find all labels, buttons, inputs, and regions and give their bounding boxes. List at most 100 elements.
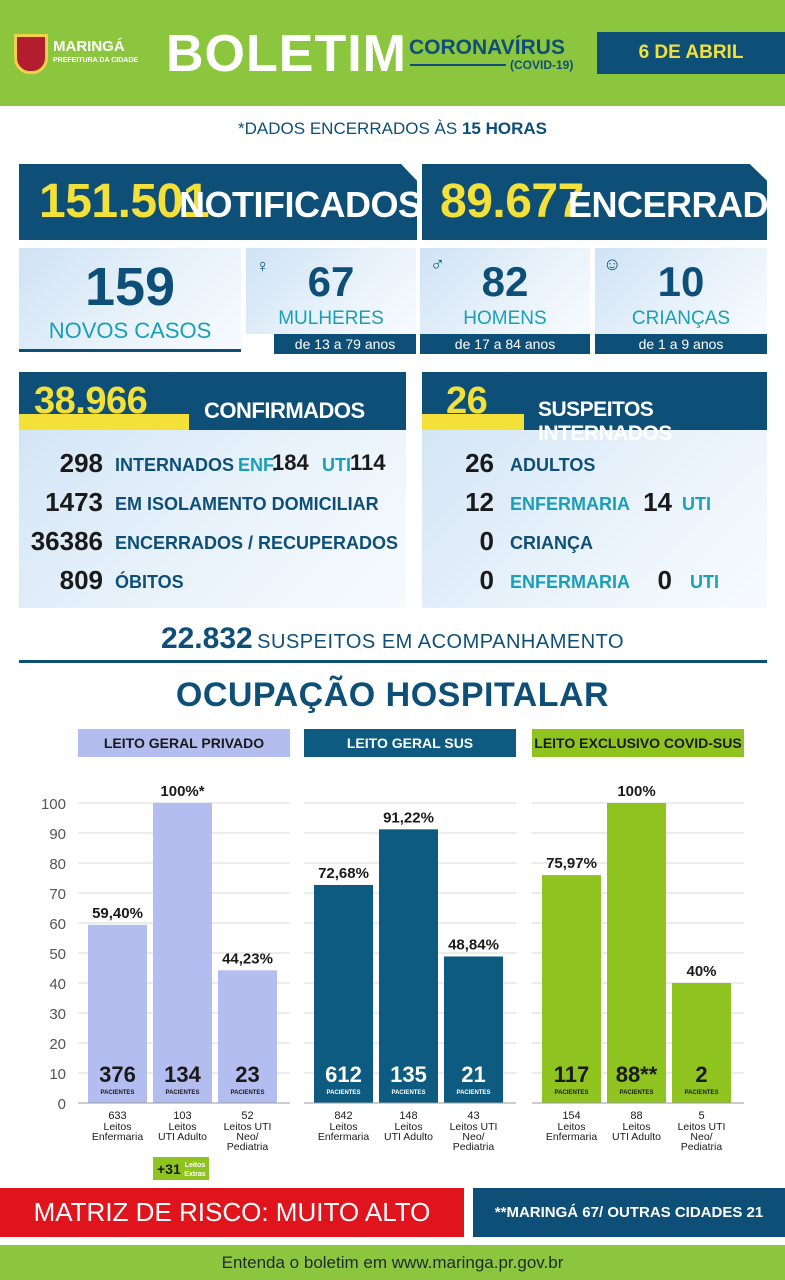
page-title: BOLETIM (166, 25, 407, 83)
chart-bar (379, 829, 438, 1103)
children-label: CRIANÇAS (631, 308, 731, 329)
monitoring-value: 22.832 (160, 622, 253, 655)
suspects-label: SUSPEITOS INTERNADOS (538, 398, 672, 445)
bar-category-label: Neo/ (690, 1131, 712, 1143)
bar-patients-label: PACIENTES (166, 1090, 200, 1096)
bar-category-label: Leitos UTI (450, 1121, 498, 1133)
new-cases-label: NOVOS CASOS (48, 318, 212, 343)
bar-patients-value: 135 (390, 1062, 427, 1087)
deaths-number: 809 (59, 565, 103, 595)
chart-bar (314, 884, 373, 1103)
bar-beds-count: 52 (241, 1110, 253, 1122)
sus-beds-label: LEITO GERAL SUS (304, 729, 516, 757)
bar-category-label: UTI Adulto (158, 1131, 207, 1143)
y-tick-label: 60 (49, 916, 66, 933)
suspect-adult-icu-number: 14 (643, 487, 672, 517)
men-value: 82 (481, 258, 529, 305)
extra-beds-badge (153, 1157, 209, 1180)
patient-origin-text: **MARINGÁ 67/ OUTRAS CIDADES 21 (494, 1204, 764, 1221)
suspect-child-ward-label: ENFERMARIA (510, 572, 630, 592)
suspects-value-bg (422, 372, 524, 414)
notified-banner: 151.501 NOTIFICADOS (19, 164, 417, 240)
bar-patients-value: 21 (461, 1062, 485, 1087)
city-name: MARINGÁ (53, 38, 125, 55)
men-panel: ♂ 82 HOMENS (420, 248, 590, 334)
bar-patients-label: PACIENTES (685, 1090, 719, 1096)
extra-beds-value: +31 (157, 1161, 181, 1177)
bar-percent-label: 75,97% (546, 855, 597, 872)
deaths-label: ÓBITOS (115, 572, 184, 592)
bar-category-label: Neo/ (462, 1131, 484, 1143)
women-panel: ♀ 67 MULHERES (246, 248, 416, 334)
bar-percent-label: 91,22% (383, 809, 434, 826)
hospitalized-number: 298 (59, 448, 103, 478)
bar-category-label: Leitos UTI (678, 1121, 726, 1133)
closed-label: ENCERRADOS (568, 184, 785, 225)
y-tick-label: 40 (49, 976, 66, 993)
bar-beds-count: 154 (562, 1110, 580, 1122)
bar-patients-value: 612 (325, 1062, 362, 1087)
hospital-occupancy-chart: 0 10 20 30 40 50 60 70 80 90 100 59,40% 376 PACIENTES… (41, 783, 744, 1180)
bar-beds-count: 5 (698, 1110, 704, 1122)
bar-category-label: Pediatria (453, 1141, 495, 1153)
y-tick-label: 30 (49, 1006, 66, 1023)
y-tick-label: 0 (58, 1096, 66, 1113)
date-badge: 6 DE ABRIL (597, 32, 785, 74)
bar-category-label: Pediatria (681, 1141, 723, 1153)
bar-percent-label: 100% (617, 783, 655, 800)
children-panel: ☺ 10 CRIANÇAS (595, 248, 767, 334)
bar-patients-label: PACIENTES (327, 1090, 361, 1096)
women-label: MULHERES (278, 308, 384, 329)
suspect-adults-label: ADULTOS (510, 455, 596, 475)
hospitalized-icu-value: 114 (350, 450, 386, 475)
bar-beds-count: 103 (173, 1110, 191, 1122)
bar-patients-value: 23 (235, 1062, 259, 1087)
suspect-child-icu-label: UTI (690, 572, 719, 592)
bar-beds-count: 633 (108, 1110, 126, 1122)
bar-percent-label: 59,40% (92, 905, 143, 922)
city-subtitle: PREFEITURA DA CIDADE (53, 57, 139, 64)
closing-note-prefix: *DADOS ENCERRADOS ÀS (238, 119, 458, 138)
hospitalized-ward-label: ENF. (238, 455, 278, 475)
bar-percent-label: 100%* (160, 783, 204, 800)
monitoring-line: 22.832 SUSPEITOS EM ACOMPANHAMENTO (0, 622, 785, 656)
chart-bar (542, 875, 601, 1103)
notified-value: 151.501 (39, 175, 210, 228)
section-divider (19, 660, 767, 663)
bar-patients-value: 117 (554, 1062, 590, 1087)
private-beds-label: LEITO GERAL PRIVADO (78, 729, 290, 757)
bar-patients-value: 88** (616, 1062, 658, 1087)
y-tick-label: 90 (49, 826, 66, 843)
hospital-occupancy-title: OCUPAÇÃO HOSPITALAR (175, 676, 610, 714)
bar-beds-count: 43 (467, 1110, 479, 1122)
child-icon: ☺ (603, 254, 622, 274)
man-icon: ♂ (430, 254, 445, 276)
bar-beds-count: 148 (399, 1110, 417, 1122)
date-text: 6 DE ABRIL (638, 42, 744, 63)
risk-matrix-text: MATRIZ DE RISCO: MUITO ALTO (33, 1197, 431, 1227)
subject-subtitle: (COVID-19) (510, 58, 574, 72)
home-isolation-label: EM ISOLAMENTO DOMICILIAR (115, 494, 379, 514)
bar-category-label: Neo/ (236, 1131, 258, 1143)
bar-patients-value: 376 (99, 1062, 136, 1087)
bar-patients-value: 134 (164, 1062, 201, 1087)
chart-bar (218, 970, 277, 1103)
closed-banner: 89.677 ENCERRADOS (422, 164, 767, 240)
chart-bar (153, 803, 212, 1103)
bar-percent-label: 72,68% (318, 865, 369, 882)
children-age-range: de 1 a 9 anos (595, 334, 767, 354)
new-cases-panel: 159 NOVOS CASOS (19, 248, 241, 352)
closing-note: *DADOS ENCERRADOS ÀS 15 HORAS (0, 119, 785, 139)
suspect-child-ward-number: 0 (479, 565, 494, 595)
hospitalized-label: INTERNADOS (115, 455, 235, 475)
bar-patients-value: 2 (695, 1062, 707, 1087)
bar-percent-label: 40% (686, 963, 716, 980)
chart-bar (672, 983, 731, 1103)
footer-link-text[interactable]: Entenda o boletim em www.maringa.pr.gov.… (221, 1253, 564, 1272)
bar-patients-label: PACIENTES (101, 1090, 135, 1096)
new-cases-value: 159 (84, 257, 176, 317)
notified-label: NOTIFICADOS (179, 184, 422, 225)
men-label: HOMENS (463, 308, 547, 329)
suspect-adult-icu-label: UTI (682, 494, 711, 514)
footer-bar: Entenda o boletim em www.maringa.pr.gov.… (0, 1245, 785, 1280)
